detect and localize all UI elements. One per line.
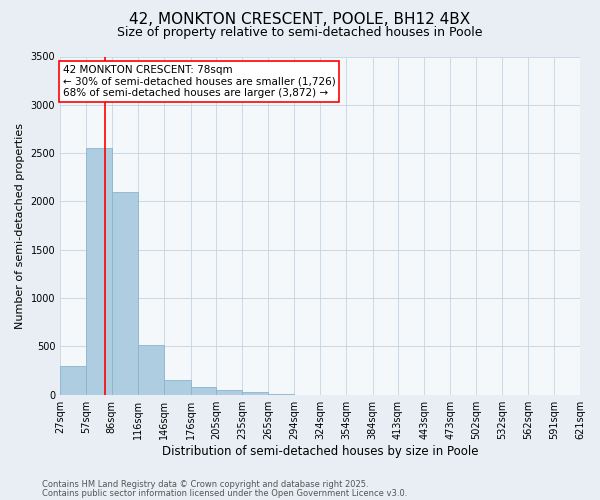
Bar xyxy=(138,346,164,395)
Bar xyxy=(164,380,191,394)
Text: 42 MONKTON CRESCENT: 78sqm
← 30% of semi-detached houses are smaller (1,726)
68%: 42 MONKTON CRESCENT: 78sqm ← 30% of semi… xyxy=(63,65,335,98)
Bar xyxy=(60,366,86,394)
Text: Contains HM Land Registry data © Crown copyright and database right 2025.: Contains HM Land Registry data © Crown c… xyxy=(42,480,368,489)
Text: Size of property relative to semi-detached houses in Poole: Size of property relative to semi-detach… xyxy=(117,26,483,39)
Y-axis label: Number of semi-detached properties: Number of semi-detached properties xyxy=(15,122,25,328)
X-axis label: Distribution of semi-detached houses by size in Poole: Distribution of semi-detached houses by … xyxy=(162,444,478,458)
Bar xyxy=(112,192,138,394)
Bar xyxy=(191,387,216,394)
Text: Contains public sector information licensed under the Open Government Licence v3: Contains public sector information licen… xyxy=(42,488,407,498)
Bar xyxy=(242,392,268,394)
Text: 42, MONKTON CRESCENT, POOLE, BH12 4BX: 42, MONKTON CRESCENT, POOLE, BH12 4BX xyxy=(130,12,470,28)
Bar xyxy=(86,148,112,394)
Bar xyxy=(216,390,242,394)
